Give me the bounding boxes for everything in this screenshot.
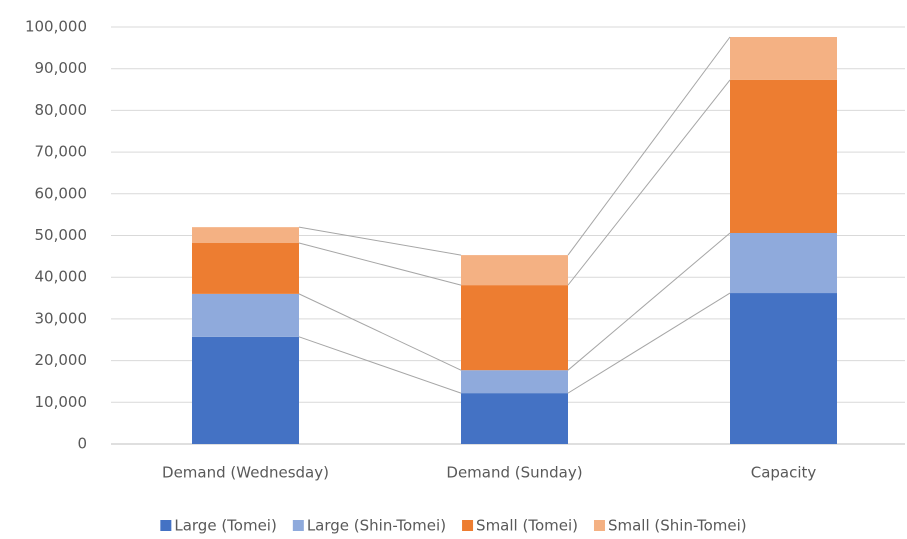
legend-label: Small (Shin-Tomei) (608, 517, 747, 535)
y-tick-label: 60,000 (35, 184, 88, 202)
legend-swatch (160, 520, 172, 531)
x-tick-label: Capacity (751, 464, 817, 482)
legend-swatch (593, 520, 605, 531)
y-tick-label: 100,000 (25, 18, 87, 36)
bar-segment (192, 227, 299, 244)
bar-segment (730, 232, 837, 294)
legend-label: Small (Tomei) (476, 517, 578, 535)
bar-segment (192, 336, 299, 444)
y-tick-label: 70,000 (35, 143, 88, 161)
y-tick-label: 90,000 (35, 59, 88, 77)
series-line (298, 336, 462, 394)
y-tick-label: 0 (77, 435, 87, 453)
bar-segment (192, 293, 299, 337)
series-line (298, 242, 462, 286)
y-tick-label: 30,000 (35, 309, 88, 327)
y-tick-label: 20,000 (35, 351, 88, 369)
legend-label: Large (Shin-Tomei) (307, 517, 446, 535)
bar-segment (192, 243, 299, 294)
legend-label: Large (Tomei) (174, 517, 276, 535)
legend-swatch (292, 520, 304, 531)
bar-segment (730, 293, 837, 444)
y-tick-label: 80,000 (35, 101, 88, 119)
series-line (567, 292, 731, 394)
series-line (567, 232, 731, 371)
bar-segment (461, 285, 568, 371)
bar-segment (730, 79, 837, 233)
y-tick-label: 40,000 (35, 268, 88, 286)
series-line (298, 226, 462, 256)
legend-swatch (462, 520, 474, 531)
series-line (567, 79, 731, 286)
y-tick-label: 10,000 (35, 393, 88, 411)
x-tick-label: Demand (Wednesday) (162, 464, 329, 482)
series-line (567, 36, 731, 256)
x-tick-label: Demand (Sunday) (446, 464, 582, 482)
bar-segment (461, 255, 568, 286)
bar-segment (730, 37, 837, 80)
bar-segment (461, 370, 568, 394)
bar-segment (461, 393, 568, 444)
series-line (298, 293, 462, 371)
y-tick-label: 50,000 (35, 226, 88, 244)
